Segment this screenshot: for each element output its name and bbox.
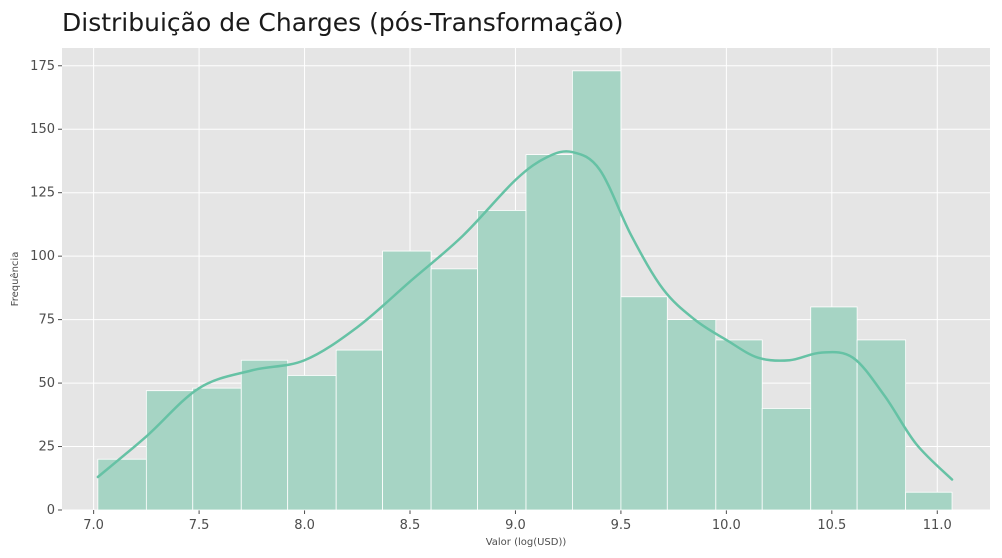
y-tick-label: 125: [30, 186, 55, 201]
histogram-bar: [145, 390, 194, 511]
histogram-bar: [430, 268, 478, 511]
y-tick-label: 50: [38, 376, 55, 391]
histogram-bar: [715, 339, 763, 511]
kde-line: [96, 150, 954, 481]
histogram-bar: [525, 154, 573, 511]
histogram-bar: [240, 359, 289, 511]
histogram-bar: [97, 458, 147, 511]
x-tick-label: 9.0: [505, 518, 526, 533]
y-tick-label: 150: [30, 122, 55, 137]
y-tick-label: 75: [38, 313, 55, 328]
x-axis-label: Valor (log(USD)): [486, 537, 567, 548]
y-tick-label: 175: [30, 59, 55, 74]
y-tick-label: 0: [47, 503, 55, 518]
histogram-bar: [856, 339, 907, 511]
histogram-bar: [382, 250, 432, 511]
histogram-bar: [761, 408, 812, 511]
x-tick-label: 11.0: [923, 518, 952, 533]
histogram-bar: [810, 306, 858, 511]
chart-title: Distribuição de Charges (pós-Transformaç…: [62, 8, 624, 37]
histogram-bar: [287, 375, 337, 511]
histogram-bar: [620, 296, 668, 511]
histogram-bar: [477, 210, 527, 511]
x-tick-label: 7.5: [189, 518, 210, 533]
x-tick-label: 8.0: [294, 518, 315, 533]
y-axis-label: Frequência: [9, 252, 21, 307]
histogram-bar: [905, 491, 953, 511]
x-tick-label: 10.5: [817, 518, 846, 533]
x-tick-label: 7.0: [83, 518, 104, 533]
histogram-bar: [192, 387, 242, 511]
x-tick-label: 8.5: [400, 518, 421, 533]
histogram-bar: [335, 349, 383, 511]
x-tick-label: 9.5: [611, 518, 632, 533]
histogram-bar: [572, 70, 622, 511]
y-tick-label: 100: [30, 249, 55, 264]
y-tick-label: 25: [38, 440, 55, 455]
histogram-bar: [666, 319, 717, 511]
x-tick-label: 10.0: [712, 518, 741, 533]
